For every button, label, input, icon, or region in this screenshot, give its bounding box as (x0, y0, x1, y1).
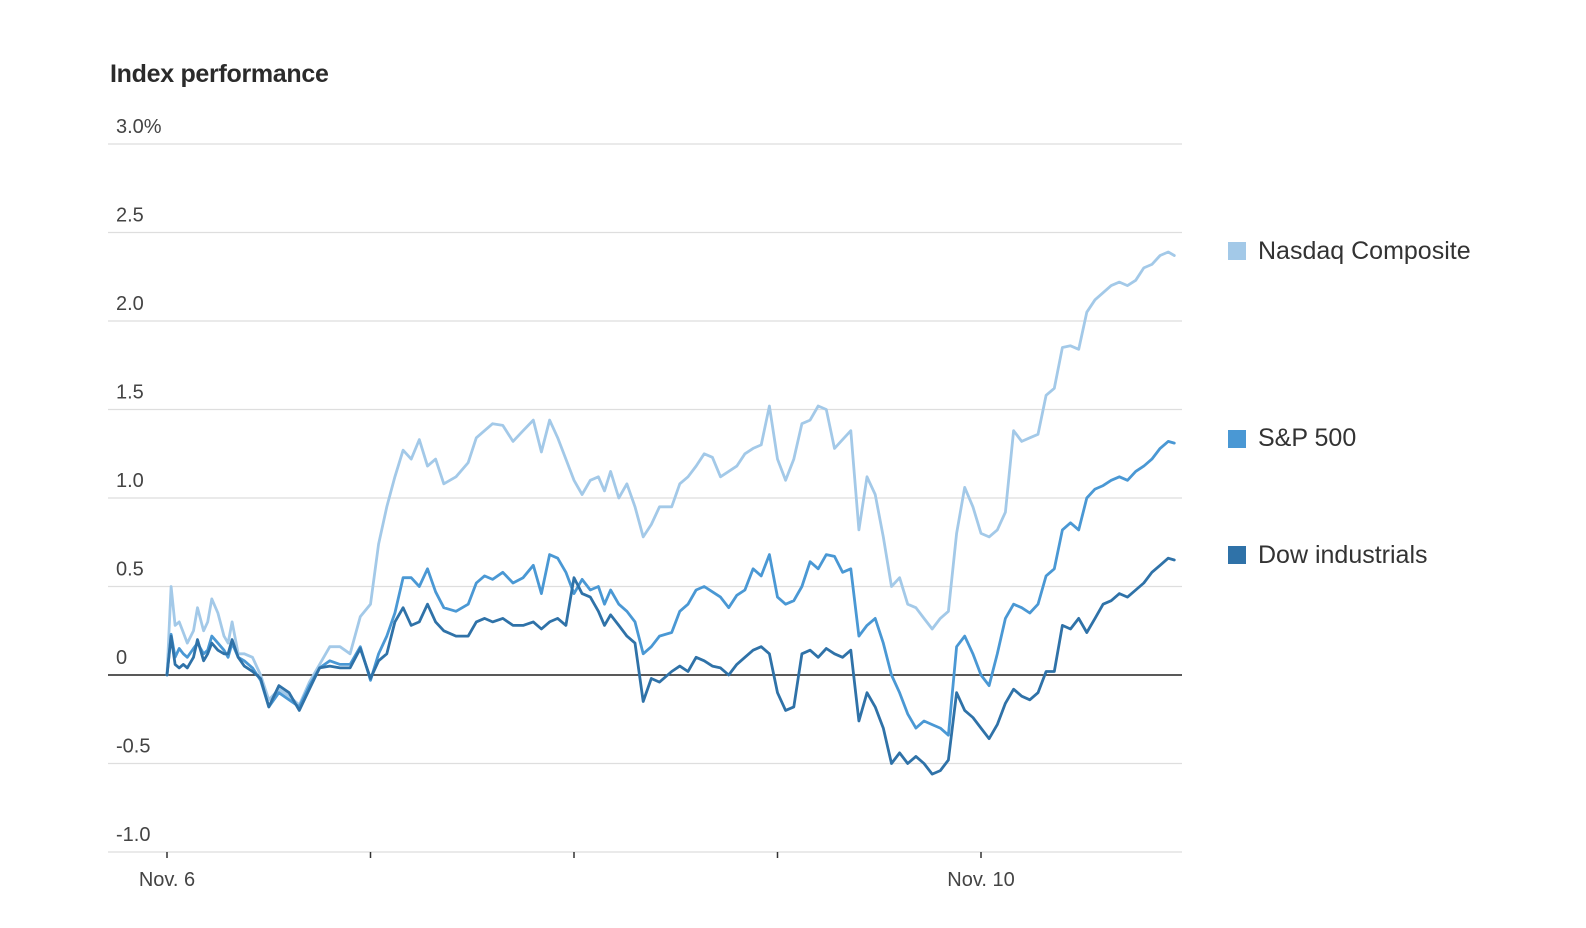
legend-label: Dow industrials (1258, 540, 1428, 569)
grid-lines (108, 143, 1182, 853)
y-tick-label: 0 (116, 647, 127, 669)
legend-item: S&P 500 (1228, 424, 1356, 453)
x-axis: Nov. 6 Nov. 10 (139, 852, 1015, 891)
y-tick-label: 0.5 (116, 559, 144, 581)
y-tick-label: 2.0 (116, 293, 144, 315)
y-tick-label: -1.0 (116, 824, 150, 846)
series-lines (165, 250, 1176, 776)
y-tick-label: 2.5 (116, 205, 144, 227)
series-line-s-p-500 (165, 440, 1176, 737)
y-tick-label: 3.0% (116, 116, 162, 138)
chart-title: Index performance (110, 60, 329, 88)
legend-item: Dow industrials (1228, 541, 1428, 570)
y-tick-label: 1.0 (116, 470, 144, 492)
series-line-nasdaq-composite (165, 250, 1176, 707)
legend-swatch (1228, 546, 1246, 565)
legend-item: Nasdaq Composite (1228, 237, 1471, 266)
legend-label: Nasdaq Composite (1258, 236, 1471, 265)
legend-swatch (1228, 242, 1246, 260)
y-tick-label: 1.5 (116, 382, 144, 404)
series-line-dow-industrials (165, 556, 1176, 776)
x-tick-label: Nov. 10 (947, 869, 1014, 891)
legend-swatch (1228, 429, 1246, 448)
y-axis-tick-labels: 3.0% 2.5 2.0 1.5 1.0 0.5 0 -0.5 -1.0 (116, 116, 162, 846)
legend-label: S&P 500 (1258, 424, 1357, 453)
x-tick-label: Nov. 6 (139, 869, 195, 891)
y-tick-label: -0.5 (116, 736, 150, 758)
